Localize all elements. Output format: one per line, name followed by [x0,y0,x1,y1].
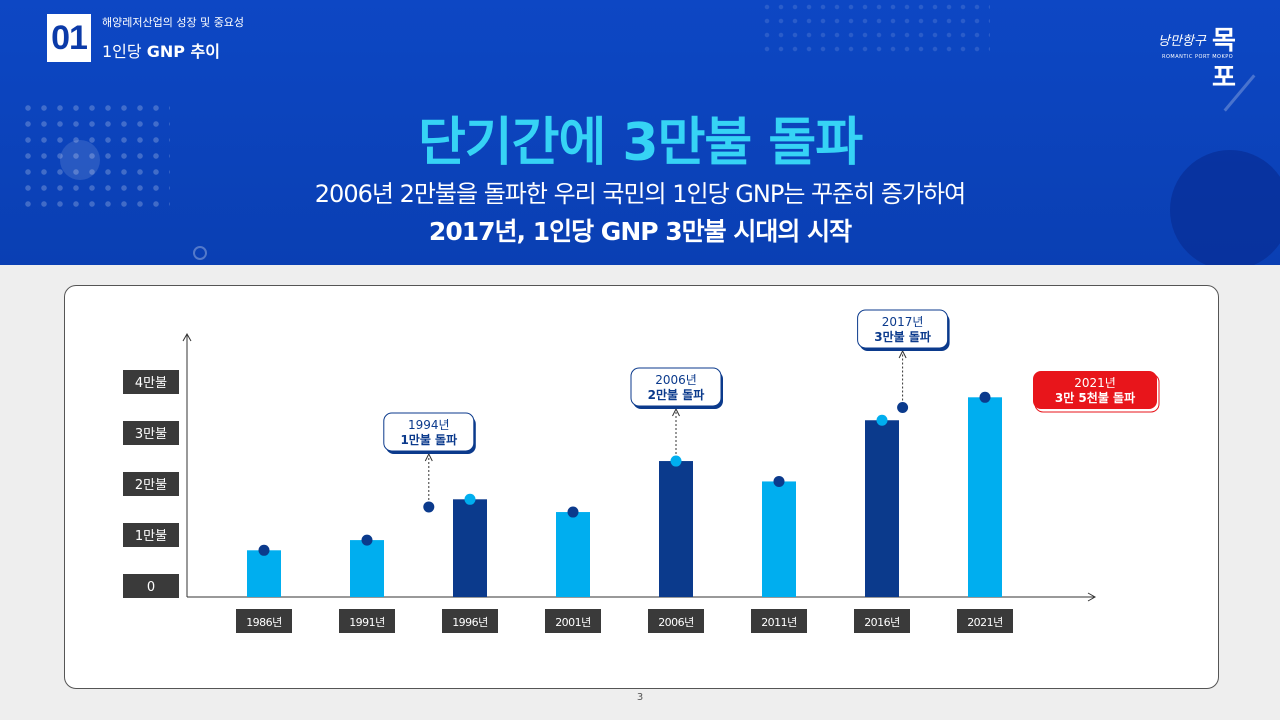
milestone-arrow [424,452,433,462]
section-title-prefix: 1인당 [102,42,147,61]
bar-point [258,544,270,556]
x-tick-label: 2011년 [761,616,797,629]
milestone-box-highlight [1033,371,1157,409]
bar [659,461,693,597]
x-tick-label: 2001년 [555,616,591,629]
bar-point [773,475,785,487]
bar-point [464,493,476,505]
y-tick-label: 1만불 [135,529,167,544]
milestone-year: 1994년 [408,418,450,432]
page-number: 3 [636,692,644,703]
bar-point [361,534,373,546]
y-tick-box [123,523,179,547]
y-tick-label: 3만불 [135,427,167,442]
decor-ring [193,246,207,260]
milestone-year: 2021년 [1074,376,1116,390]
x-tick-box [442,609,498,633]
bar [865,420,899,597]
milestone-label: 3만 5천불 돌파 [1055,390,1135,405]
bar [556,512,590,597]
bar-point [670,455,682,467]
milestone-point [897,402,909,413]
x-axis-arrow [1087,592,1097,602]
bar [247,550,281,597]
bar-point [567,506,579,518]
bar [762,481,796,597]
x-tick-box [236,609,292,633]
bar [453,499,487,597]
y-tick-box [123,370,179,394]
dot-pattern [20,100,170,210]
x-tick-box [751,609,807,633]
subheadline-1: 2006년 2만불을 돌파한 우리 국민의 1인당 GNP는 꾸준히 증가하여 [314,180,966,208]
gnp-bar-chart: 0 1만불 2만불 3만불 4만불 1986년 1991년 1996년 2001년 2006년 20… [123,309,1160,633]
milestone-box [383,412,475,452]
y-tick-label: 4만불 [135,376,167,391]
y-tick-box [123,472,179,496]
section-subtitle: 해양레저산업의 성장 및 중요성 [102,16,245,29]
x-tick-label: 2021년 [967,616,1003,629]
bar [350,540,384,597]
decor-circle-small [60,140,100,180]
y-axis-arrow [182,332,192,342]
milestone-box [857,309,949,349]
dot-pattern-top [760,0,990,60]
y-tick-box [123,421,179,445]
section-title-bold: GNP 추이 [146,42,220,61]
milestone-label: 3만불 돌파 [874,329,931,344]
decor-circle [1170,150,1280,265]
header-banner: 01 해양레저산업의 성장 및 중요성 1인당 GNP 추이 낭만항구 목포 R… [0,0,1280,265]
milestone-label: 1만불 돌파 [400,432,457,447]
section-number: 01 [47,14,91,62]
x-tick-label: 1996년 [452,616,488,629]
x-tick-box [957,609,1013,633]
x-tick-box [545,609,601,633]
x-tick-label: 1986년 [246,616,282,629]
bar-point [876,414,888,426]
y-tick-label: 2만불 [135,478,167,493]
bar [968,397,1002,597]
section-title: 1인당 GNP 추이 [102,38,220,62]
x-tick-label: 2006년 [658,616,694,629]
x-tick-box [854,609,910,633]
x-tick-label: 1991년 [349,616,385,629]
milestone-year: 2006년 [655,373,697,387]
subheadline-2: 2017년, 1인당 GNP 3만불 시대의 시작 [428,217,852,246]
milestone-label: 2만불 돌파 [648,387,705,402]
x-tick-box [648,609,704,633]
milestone-box [630,367,722,407]
logo-script: 낭만항구 [1158,34,1206,49]
milestone-point [423,501,435,513]
bar-point [979,391,991,403]
chart-card: 0 1만불 2만불 3만불 4만불 1986년 1991년 1996년 2001년 2006년 20… [64,285,1219,689]
logo-english: ROMANTIC PORT MOKPO [1162,54,1234,60]
y-tick-label: 0 [147,580,155,595]
milestone-year: 2017년 [882,315,924,329]
city-logo: 낭만항구 목포 ROMANTIC PORT MOKPO [1156,18,1252,93]
x-tick-box [339,609,395,633]
x-tick-label: 2016년 [864,616,900,629]
headline: 단기간에 3만불 돌파 [417,113,863,173]
y-tick-box [123,574,179,598]
logo-main: 목포 [1212,26,1236,93]
